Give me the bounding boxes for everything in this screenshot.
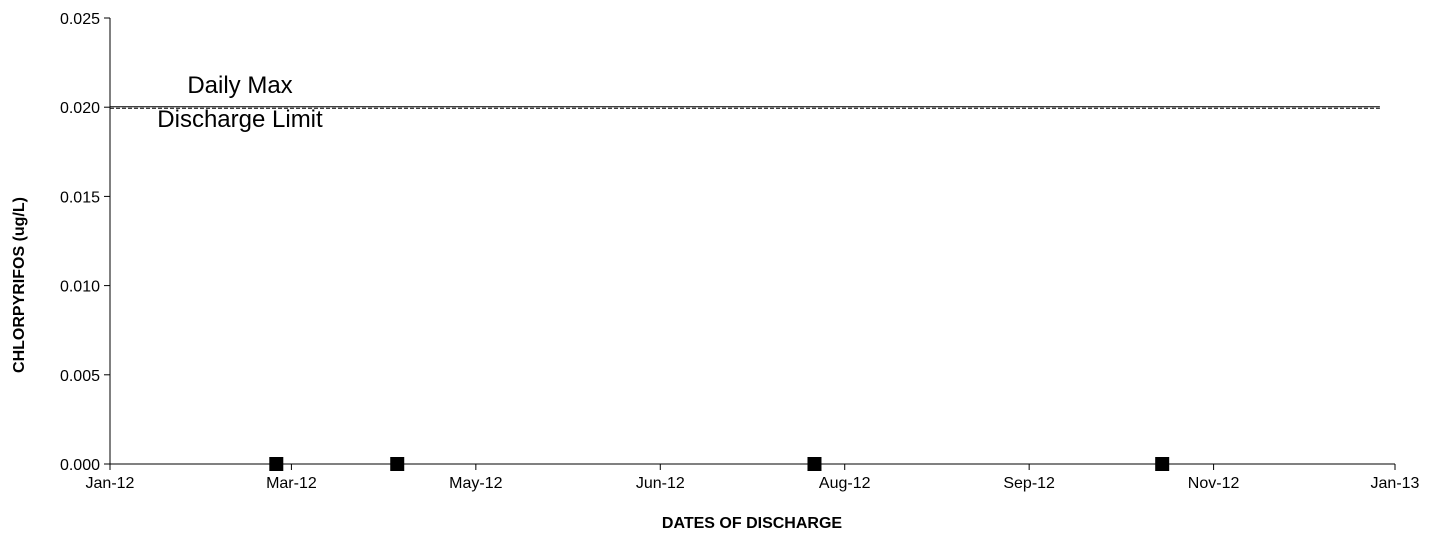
x-tick-label: Jan-13 bbox=[1371, 475, 1420, 492]
x-axis-title: DATES OF DISCHARGE bbox=[662, 515, 842, 532]
x-tick-label: Jan-12 bbox=[86, 475, 135, 492]
x-tick-label: May-12 bbox=[449, 475, 502, 492]
y-tick-label: 0.025 bbox=[60, 11, 100, 28]
x-tick-label: Aug-12 bbox=[819, 475, 871, 492]
data-point-marker bbox=[390, 457, 405, 471]
data-point-marker bbox=[1155, 457, 1170, 471]
data-point-marker bbox=[807, 457, 822, 471]
data-points bbox=[269, 457, 1170, 471]
y-tick-label: 0.005 bbox=[60, 368, 100, 385]
y-tick-label: 0.000 bbox=[60, 457, 100, 474]
x-axis: Jan-12 Mar-12 May-12 Jun-12 Aug-12 Sep-12 Nov-… bbox=[86, 463, 1420, 492]
y-tick-label: 0.010 bbox=[60, 279, 100, 296]
x-tick-label: Nov-12 bbox=[1188, 475, 1240, 492]
y-tick-label: 0.020 bbox=[60, 100, 100, 117]
data-point-marker bbox=[269, 457, 284, 471]
y-tick-label: 0.015 bbox=[60, 189, 100, 206]
y-axis-title: CHLORPYRIFOS (ug/L) bbox=[11, 197, 28, 373]
y-axis: 0.000 0.005 0.010 0.015 0.020 0.025 bbox=[60, 11, 111, 474]
x-tick-label: Jun-12 bbox=[636, 475, 685, 492]
limit-label-line2: Discharge Limit bbox=[157, 106, 323, 133]
reference-lines: Daily Max Discharge Limit bbox=[110, 72, 1380, 133]
x-tick-label: Sep-12 bbox=[1003, 475, 1055, 492]
limit-label-line1: Daily Max bbox=[187, 72, 292, 99]
x-tick-label: Mar-12 bbox=[266, 475, 317, 492]
